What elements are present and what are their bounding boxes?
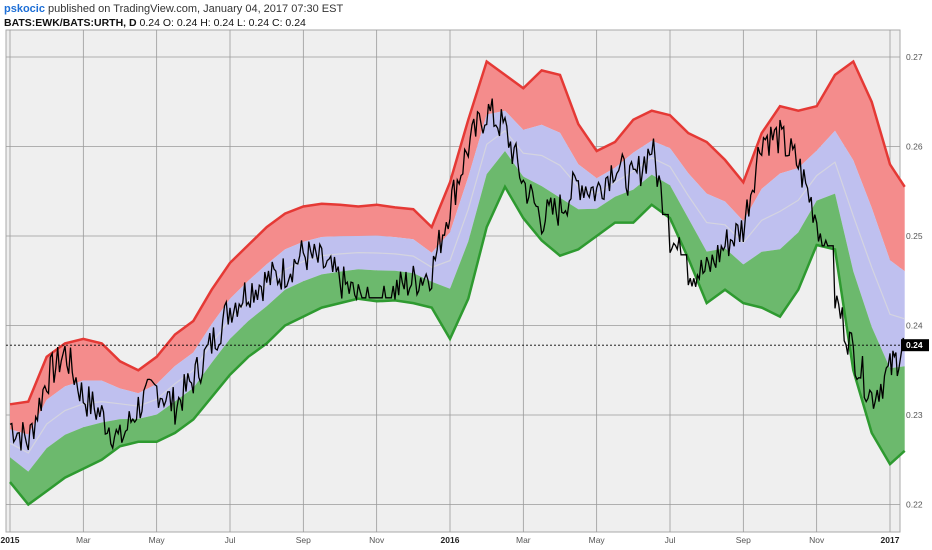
middle-line <box>9 129 905 454</box>
upper-band-fill <box>10 61 905 435</box>
x-axis: 2015 Mar May Jul Sep Nov 2016 Mar May Jul Sep Nov 20… <box>1 535 900 545</box>
x-tick-label: Mar <box>76 535 91 545</box>
x-tick-label: Sep <box>296 535 311 545</box>
x-tick-label: 2016 <box>441 535 460 545</box>
lower-band-line <box>9 184 906 507</box>
last-value-label: 0.24 <box>906 340 923 350</box>
x-tick-label: Jul <box>225 535 236 545</box>
y-tick-label: 0.25 <box>906 231 923 241</box>
middle-band-fill <box>10 110 905 472</box>
author-link[interactable]: pskocic <box>4 3 45 15</box>
x-tick-label: Jul <box>665 535 676 545</box>
y-tick-label: 0.27 <box>906 52 923 62</box>
symbol-name[interactable]: BATS:EWK/BATS:URTH, D <box>4 17 137 29</box>
symbol-legend: BATS:EWK/BATS:URTH, D 0.24 O: 0.24 H: 0.… <box>4 16 306 30</box>
y-tick-label: 0.24 <box>906 321 923 331</box>
chart-attribution: pskocic published on TradingView.com, Ja… <box>4 2 343 16</box>
y-axis: 0.27 0.26 0.25 0.24 0.23 0.22 0.24 <box>901 52 929 510</box>
y-tick-label: 0.23 <box>906 410 923 420</box>
y-tick-label: 0.22 <box>906 500 923 510</box>
x-tick-label: May <box>149 535 166 545</box>
publish-info: published on TradingView.com, January 04… <box>44 3 344 15</box>
x-tick-label: Nov <box>809 535 825 545</box>
upper-band-line <box>9 59 906 406</box>
y-tick-label: 0.26 <box>906 142 923 152</box>
x-tick-label: 2015 <box>1 535 20 545</box>
last-value-badge <box>901 339 929 352</box>
x-tick-label: Sep <box>736 535 751 545</box>
band-lines <box>6 59 906 507</box>
ohlc-values: 0.24 O: 0.24 H: 0.24 L: 0.24 C: 0.24 <box>136 17 306 29</box>
x-tick-label: Mar <box>516 535 531 545</box>
price-line <box>9 98 906 451</box>
x-tick-label: 2017 <box>881 535 900 545</box>
x-tick-label: May <box>589 535 606 545</box>
x-tick-label: Nov <box>369 535 385 545</box>
